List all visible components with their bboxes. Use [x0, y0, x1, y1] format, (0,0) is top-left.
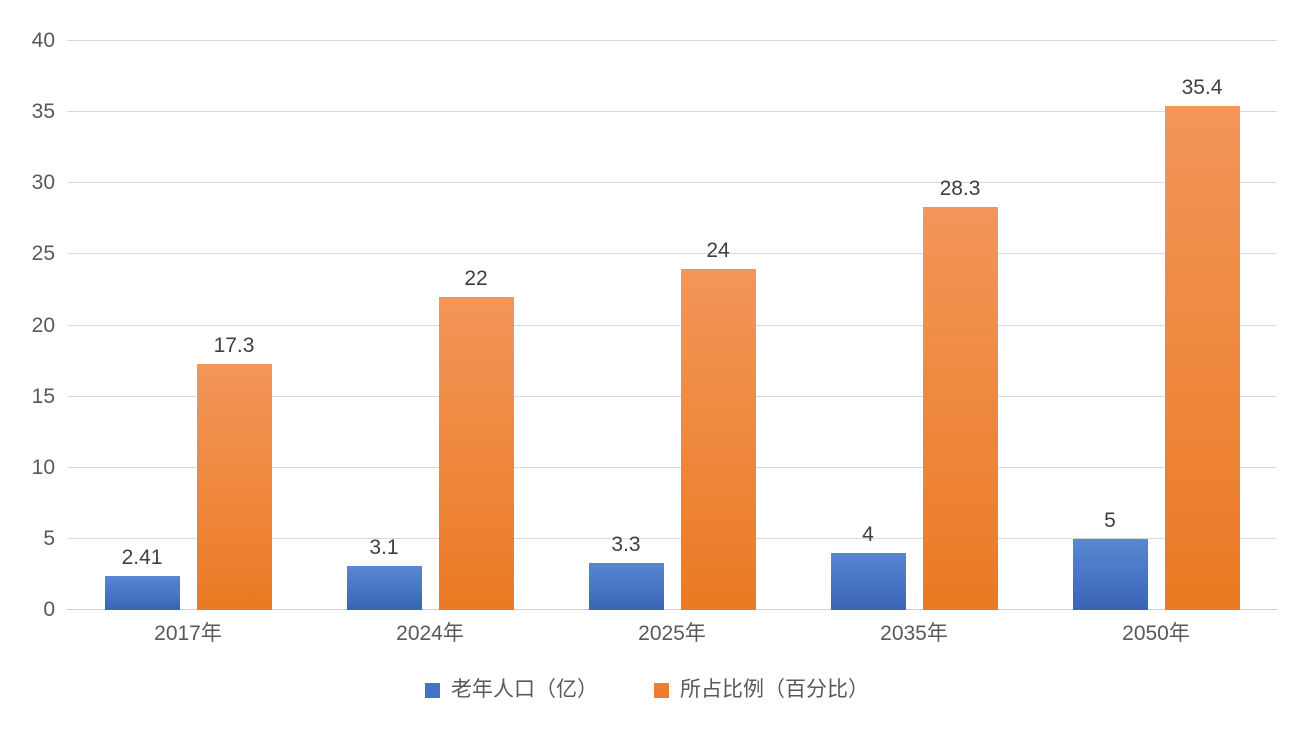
data-label-2050年-series-1: 5	[1104, 508, 1116, 532]
gridline-y-0	[67, 609, 1277, 610]
y-tick-label-35: 35	[31, 100, 55, 124]
gridline-y-25	[67, 253, 1277, 255]
bar-group-2017年: 2.41 17.3	[67, 41, 309, 610]
x-tick-label-2024年: 2024年	[396, 622, 464, 645]
data-label-2035年-series-1: 4	[862, 523, 874, 547]
y-tick-label-25: 25	[31, 242, 55, 266]
gridline-y-40	[67, 40, 1277, 41]
gridline-y-35	[67, 111, 1277, 113]
data-label-2050年-series-2: 35.4	[1181, 76, 1223, 100]
bar-2050年-series-1	[1072, 538, 1148, 610]
bar-group-2025年: 3.3 24	[551, 41, 793, 610]
bar-2017年-series-1	[104, 575, 180, 610]
gridline-y-15	[67, 395, 1277, 397]
bar-2035年-series-1	[830, 553, 906, 610]
bar-2025年-series-1	[588, 563, 664, 610]
bar-column: 22	[438, 41, 514, 610]
bar-column: 35.4	[1164, 41, 1240, 610]
bar-2025年-series-2	[680, 268, 756, 610]
y-tick-label-0: 0	[43, 598, 55, 621]
y-tick-label-10: 10	[31, 455, 55, 479]
bar-column: 2.41	[104, 41, 180, 610]
bar-2035年-series-2	[922, 207, 998, 610]
y-tick-label-5: 5	[43, 526, 55, 550]
bar-2050年-series-2	[1164, 106, 1240, 610]
bar-column: 4	[830, 41, 906, 610]
bar-group-2024年: 3.1 22	[309, 41, 551, 610]
y-tick-label-15: 15	[31, 384, 55, 408]
bar-column: 24	[680, 41, 756, 610]
x-tick-label-2050年: 2050年	[1122, 622, 1190, 645]
legend-item-series-1: 老年人口（亿）	[425, 678, 598, 702]
legend-swatch-blue-icon	[425, 682, 440, 698]
gridline-y-30	[67, 182, 1277, 184]
bar-column: 28.3	[922, 41, 998, 610]
gridline-y-20	[67, 324, 1277, 326]
data-label-2035年-series-2: 28.3	[939, 177, 981, 201]
legend-label-series-1: 老年人口（亿）	[451, 678, 598, 701]
legend-swatch-orange-icon	[654, 682, 669, 698]
data-label-2025年-series-1: 3.3	[611, 533, 641, 557]
data-label-2024年-series-1: 3.1	[369, 535, 399, 559]
bar-group-2035年: 4 28.3	[793, 41, 1035, 610]
bar-column: 3.3	[588, 41, 664, 610]
y-tick-label-30: 30	[31, 171, 55, 195]
legend-label-series-2: 所占比例（百分比）	[680, 678, 869, 701]
gridline-y-10	[67, 466, 1277, 468]
bar-2017年-series-2	[196, 363, 272, 610]
data-label-2025年-series-2: 24	[706, 238, 730, 262]
bar-group-2050年: 5 35.4	[1035, 41, 1277, 610]
data-label-2017年-series-1: 2.41	[121, 545, 163, 569]
data-label-2017年-series-2: 17.3	[213, 333, 255, 357]
gridline-y-5	[67, 537, 1277, 539]
data-label-2024年-series-2: 22	[464, 267, 488, 291]
bar-2024年-series-2	[438, 297, 514, 610]
legend-item-series-2: 所占比例（百分比）	[654, 678, 869, 702]
y-tick-label-20: 20	[31, 313, 55, 337]
legend: 老年人口（亿） 所占比例（百分比）	[0, 678, 1294, 702]
bar-2024年-series-1	[346, 565, 422, 610]
y-tick-label-40: 40	[31, 29, 55, 52]
x-tick-label-2017年: 2017年	[154, 622, 222, 645]
bar-column: 17.3	[196, 41, 272, 610]
plot-area: 2.41 17.3 3.1 22 3.3 24 4 28.3 5 35.4	[67, 40, 1277, 610]
bar-column: 3.1	[346, 41, 422, 610]
x-tick-label-2035年: 2035年	[880, 622, 948, 645]
x-tick-label-2025年: 2025年	[638, 622, 706, 645]
bar-column: 5	[1072, 41, 1148, 610]
